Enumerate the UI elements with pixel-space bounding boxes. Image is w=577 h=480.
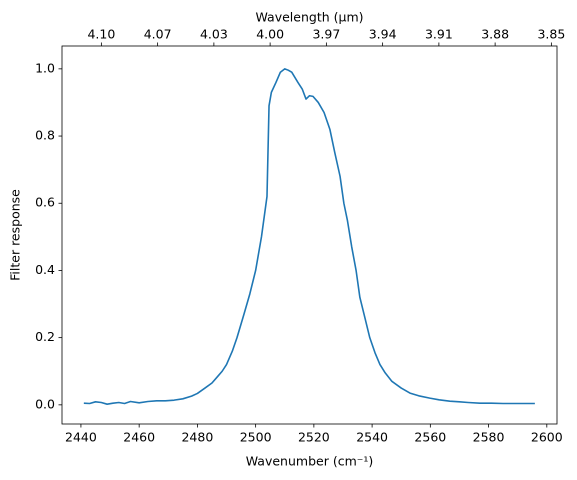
top-tick-label: 4.00 bbox=[256, 27, 284, 42]
top-tick-label: 4.07 bbox=[144, 27, 172, 42]
data-line bbox=[83, 68, 535, 405]
y-axis-label: Filter response bbox=[8, 189, 23, 281]
top-axis-label: Wavelength (μm) bbox=[255, 10, 363, 25]
x-tick-label: 2480 bbox=[181, 430, 213, 445]
x-tick-label: 2540 bbox=[356, 430, 388, 445]
plot-frame bbox=[61, 45, 558, 425]
x-tick-label: 2520 bbox=[298, 430, 330, 445]
top-tick-label: 3.94 bbox=[369, 27, 397, 42]
x-tick-label: 2580 bbox=[473, 430, 505, 445]
y-tick-label: 1.0 bbox=[35, 60, 55, 75]
x-tick-label: 2560 bbox=[414, 430, 446, 445]
top-tick-label: 3.91 bbox=[425, 27, 453, 42]
top-tick-label: 4.03 bbox=[200, 27, 228, 42]
x-tick-label: 2600 bbox=[531, 430, 563, 445]
y-tick-label: 0.8 bbox=[35, 128, 55, 143]
top-tick-label: 3.88 bbox=[481, 27, 509, 42]
top-tick-label: 3.85 bbox=[537, 27, 565, 42]
x-tick-label: 2440 bbox=[65, 430, 97, 445]
y-tick-label: 0.2 bbox=[35, 329, 55, 344]
x-tick-label: 2500 bbox=[240, 430, 272, 445]
y-tick-label: 0.6 bbox=[35, 195, 55, 210]
y-tick-label: 0.4 bbox=[35, 262, 55, 277]
x-tick-label: 2460 bbox=[123, 430, 155, 445]
top-tick-label: 3.97 bbox=[312, 27, 340, 42]
y-tick-label: 0.0 bbox=[35, 396, 55, 411]
x-axis-label: Wavenumber (cm⁻¹) bbox=[246, 454, 373, 469]
top-tick-label: 4.10 bbox=[87, 27, 115, 42]
